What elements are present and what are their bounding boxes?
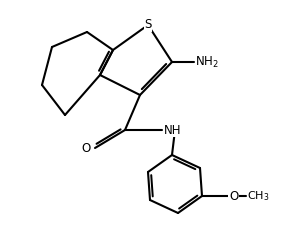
Text: O: O <box>81 141 91 154</box>
Text: S: S <box>144 19 152 32</box>
Text: NH$_2$: NH$_2$ <box>195 54 219 70</box>
Text: NH: NH <box>164 123 181 136</box>
Text: O: O <box>229 189 238 202</box>
Text: CH$_3$: CH$_3$ <box>247 189 269 203</box>
